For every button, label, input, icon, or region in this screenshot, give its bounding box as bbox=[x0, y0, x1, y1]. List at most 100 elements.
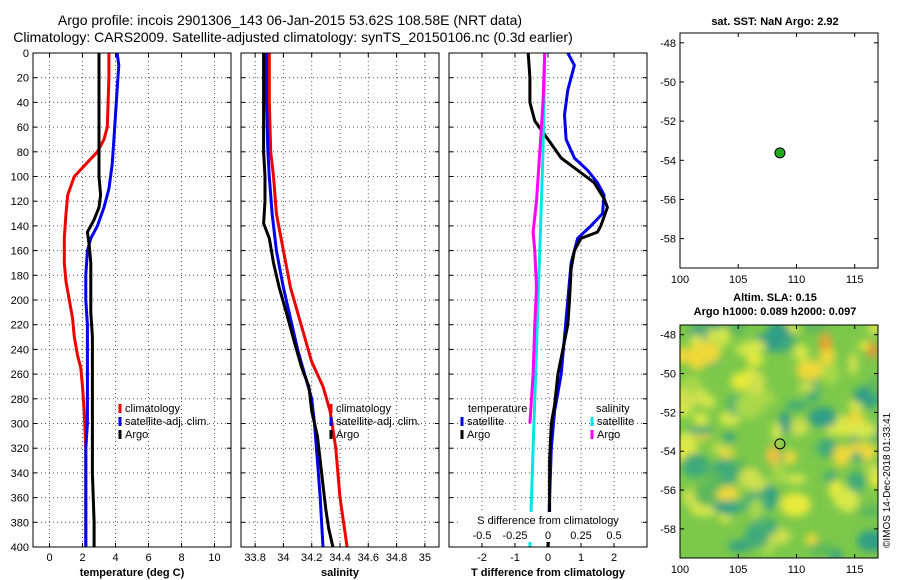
depth-tick-label: 360 bbox=[11, 493, 29, 505]
sdiff-tick-label: -0.25 bbox=[502, 530, 527, 542]
sla-map-title-line1: Altim. SLA: 0.15 bbox=[733, 292, 817, 304]
sla-heatmap-cell bbox=[712, 501, 737, 513]
sla-heatmap-cell bbox=[849, 422, 878, 438]
sla-heatmap-cell bbox=[692, 342, 721, 365]
sst_map-ytick-label: -50 bbox=[660, 77, 676, 89]
salinity-legend-label: Argo bbox=[336, 429, 359, 441]
argo-profile-figure: Argo profile: incois 2901306_143 06-Jan-… bbox=[0, 0, 900, 580]
sla-heatmap-cell bbox=[711, 444, 728, 452]
depth-tick-label: 0 bbox=[23, 48, 29, 60]
depth-tick-label: 60 bbox=[17, 122, 29, 134]
difference-xtick-label: -2 bbox=[477, 552, 487, 564]
depth-tick-label: 200 bbox=[11, 295, 29, 307]
sla-heatmap-cell bbox=[784, 450, 797, 465]
depth-tick-label: 340 bbox=[11, 468, 29, 480]
difference-salinity-legend-label: Argo bbox=[597, 429, 620, 441]
salinity-xtick-label: 34.2 bbox=[301, 552, 322, 564]
difference-xtick-label: 1 bbox=[578, 552, 584, 564]
difference-temp-legend-title: temperature bbox=[468, 403, 527, 415]
sla-heatmap-cell bbox=[808, 407, 837, 428]
sdiff-tick-label: 0.5 bbox=[606, 530, 621, 542]
salinity-xtick-label: 34.6 bbox=[358, 552, 379, 564]
sla-heatmap-cell bbox=[869, 376, 880, 398]
sla-heatmap-cell bbox=[796, 360, 823, 381]
sla_map-xtick-label: 105 bbox=[729, 564, 747, 576]
sla-heatmap-cell bbox=[749, 498, 763, 520]
salinity-legend-label: satellite-adj. clim. bbox=[336, 416, 420, 428]
sla-heatmap-cell bbox=[830, 548, 843, 564]
sla-heatmap-cell bbox=[786, 474, 807, 484]
depth-tick-label: 100 bbox=[11, 172, 29, 184]
temperature-xtick-label: 0 bbox=[46, 552, 52, 564]
temperature-xtick-label: 2 bbox=[79, 552, 85, 564]
sst_map-xtick-label: 115 bbox=[846, 274, 864, 286]
sla-heatmap-cell bbox=[693, 412, 708, 427]
depth-tick-label: 20 bbox=[17, 73, 29, 85]
sla_map-ytick-label: -58 bbox=[660, 524, 676, 536]
salinity-xtick-label: 35 bbox=[419, 552, 431, 564]
depth-tick-label: 140 bbox=[11, 221, 29, 233]
difference-xlabel: T difference from climatology bbox=[471, 567, 626, 579]
temperature-xtick-label: 10 bbox=[208, 552, 220, 564]
salinity-xtick-label: 33.8 bbox=[244, 552, 265, 564]
depth-tick-label: 220 bbox=[11, 320, 29, 332]
sla-heatmap-cell bbox=[805, 533, 817, 545]
sla-heatmap-cell bbox=[793, 345, 809, 362]
sla-heatmap-cell bbox=[790, 419, 808, 437]
sla-heatmap-cell bbox=[833, 445, 849, 468]
depth-tick-label: 280 bbox=[11, 394, 29, 406]
temperature-xtick-label: 6 bbox=[145, 552, 151, 564]
sla_map-xtick-label: 115 bbox=[846, 564, 864, 576]
depth-tick-label: 400 bbox=[11, 542, 29, 554]
sla-heatmap-cell bbox=[676, 432, 696, 450]
sla-heatmap-cell bbox=[735, 344, 760, 355]
difference-temperature-legend-label: Argo bbox=[467, 429, 490, 441]
figure-title-line1: Argo profile: incois 2901306_143 06-Jan-… bbox=[58, 12, 522, 28]
sla-heatmap-cell bbox=[723, 432, 734, 442]
sdiff-tick-label: 0 bbox=[545, 530, 551, 542]
sla-heatmap-cell bbox=[785, 401, 809, 411]
depth-tick-label: 120 bbox=[11, 196, 29, 208]
salinity-panel bbox=[241, 53, 439, 547]
sla_map-panel bbox=[670, 315, 891, 565]
depth-tick-label: 240 bbox=[11, 344, 29, 356]
sla_map-xtick-label: 110 bbox=[788, 564, 806, 576]
depth-tick-label: 160 bbox=[11, 246, 29, 258]
sla-heatmap-cell bbox=[851, 452, 863, 463]
sla_map-ytick-label: -54 bbox=[660, 446, 676, 458]
difference-xtick-label: 0 bbox=[545, 552, 551, 564]
sla_map-ytick-label: -52 bbox=[660, 407, 676, 419]
sla-heatmap-cell bbox=[848, 352, 858, 375]
sst_map-panel bbox=[680, 33, 878, 268]
depth-tick-label: 80 bbox=[17, 147, 29, 159]
sdiff-tick-label: 0.25 bbox=[570, 530, 591, 542]
sla-heatmap-cell bbox=[780, 493, 811, 517]
sst_map-float-marker bbox=[775, 148, 785, 158]
salinity-xtick-label: 34 bbox=[277, 552, 289, 564]
salinity-xtick-label: 34.8 bbox=[386, 552, 407, 564]
figure-title-line2: Climatology: CARS2009. Satellite-adjuste… bbox=[13, 29, 573, 45]
sla-heatmap-cell bbox=[848, 471, 866, 492]
difference-temperature-legend-label: satellite bbox=[467, 416, 504, 428]
sdiff-axis-label: S difference from climatology bbox=[477, 515, 619, 527]
sla_map-ytick-label: -56 bbox=[660, 485, 676, 497]
temperature-panel bbox=[33, 53, 231, 547]
difference-xtick-label: 2 bbox=[611, 552, 617, 564]
temperature-legend-label: satellite-adj. clim. bbox=[125, 416, 209, 428]
salinity-xlabel: salinity bbox=[321, 567, 360, 579]
depth-tick-label: 260 bbox=[11, 369, 29, 381]
sst_map-xtick-label: 100 bbox=[671, 274, 689, 286]
depth-tick-label: 300 bbox=[11, 419, 29, 431]
salinity-legend-label: climatology bbox=[336, 403, 392, 415]
imos-watermark: ©IMOS 14-Dec-2018 01:33:41 bbox=[882, 412, 893, 548]
sst_map-ytick-label: -48 bbox=[660, 38, 676, 50]
sst-map-title: sat. SST: NaN Argo: 2.92 bbox=[711, 16, 838, 28]
sla-heatmap-cell bbox=[706, 471, 723, 493]
sst_map-xtick-label: 110 bbox=[788, 274, 806, 286]
sla-heatmap bbox=[670, 315, 891, 565]
sla-heatmap-cell bbox=[703, 395, 715, 409]
sla-heatmap-cell bbox=[739, 468, 762, 490]
difference-xtick-label: -1 bbox=[510, 552, 520, 564]
salinity-xtick-label: 34.4 bbox=[329, 552, 350, 564]
sla-heatmap-cell bbox=[804, 321, 814, 332]
